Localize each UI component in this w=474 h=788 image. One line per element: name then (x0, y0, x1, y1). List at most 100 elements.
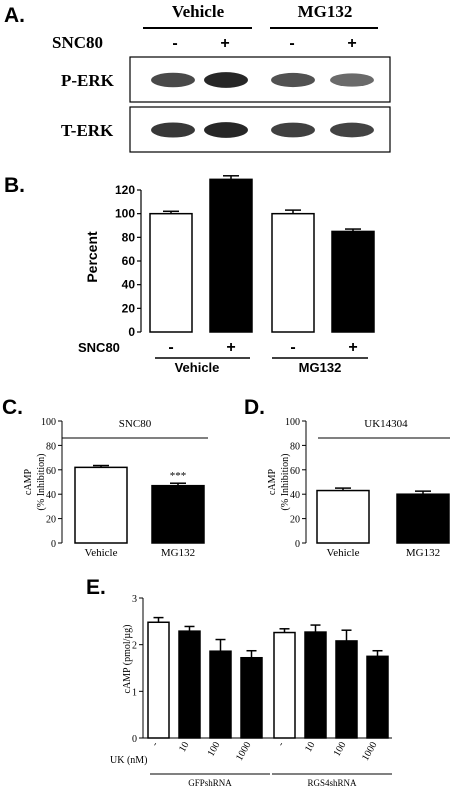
panel-b-treatment-label: SNC80 (78, 340, 120, 355)
panel-d-y-tick-label: 80 (290, 441, 300, 452)
panel-e: E. cAMP (pmol/µg) 0 1 2 3 - 10 100 1000 - 10 100 10… (86, 576, 392, 788)
panel-d: D. UK14304 cAMP (% Inhibition) 0 20 40 60 80… (244, 396, 450, 559)
panel-e-bar-2 (178, 630, 201, 739)
panel-b-sign-3: - (290, 339, 295, 356)
band-row-perk (151, 72, 374, 88)
panel-b-y-tick-label: 80 (122, 230, 136, 244)
blot-label-perk: P-ERK (61, 71, 115, 90)
panel-e-y-tick-label: 2 (132, 641, 137, 652)
panel-e-y-tick-label: 0 (132, 734, 137, 745)
panel-e-label: E. (86, 576, 106, 599)
band-row-terk (151, 122, 374, 138)
panel-e-bar-3 (209, 650, 232, 739)
band-p-erk-4 (330, 73, 374, 87)
panel-e-bar-4 (240, 656, 263, 739)
panel-d-y-tick-label: 100 (285, 417, 300, 428)
panel-d-y-tick-label: 40 (290, 490, 300, 501)
sign-1: - (172, 35, 177, 52)
panel-d-bar-2 (396, 493, 450, 544)
panel-c-y-tick-label: 60 (46, 466, 56, 477)
panel-c-category-2: MG132 (161, 547, 195, 559)
group-header-mg132: MG132 (298, 2, 353, 21)
panel-b-y-tick-label: 40 (122, 278, 136, 292)
panel-c-title: SNC80 (119, 418, 152, 430)
panel-e-bar-1 (147, 621, 170, 739)
panel-d-title: UK14304 (364, 418, 408, 430)
panel-e-dose-7: 100 (332, 740, 349, 758)
panel-c-bar-2 (151, 484, 205, 544)
panel-b-label: B. (4, 174, 25, 197)
panel-e-dose-1: - (149, 740, 160, 748)
panel-b-group-vehicle: Vehicle (175, 360, 220, 375)
panel-c: C. SNC80 cAMP (% Inhibition) 0 20 40 60 80 10… (2, 396, 208, 559)
panel-e-bar-6 (304, 631, 327, 739)
panel-e-dose-5: - (275, 740, 286, 748)
panel-b-y-tick-label: 120 (115, 183, 135, 197)
band-t-erk-4 (330, 122, 374, 138)
panel-a: A. Vehicle MG132 SNC80 - + - + P-ERK T-E… (4, 2, 391, 153)
panel-b-sign-4: + (348, 339, 357, 356)
panel-e-y-axis-label: cAMP (pmol/µg) (122, 625, 133, 694)
panel-e-dose-3: 100 (206, 740, 223, 758)
panel-e-group-rgs4: RGS4shRNA (307, 778, 357, 788)
panel-b-bar-1 (149, 212, 193, 333)
panel-d-chart: 0 20 40 60 80 100 Vehicle MG132 (285, 417, 450, 559)
panel-b-chart: 0 20 40 60 80 100 120 - + - + (115, 175, 375, 356)
panel-b-bar-3 (271, 212, 315, 333)
panel-b-group-mg132: MG132 (299, 360, 342, 375)
panel-e-y-tick-label: 3 (132, 594, 137, 605)
panel-b-y-tick-label: 60 (122, 254, 136, 268)
band-p-erk-1 (151, 72, 195, 88)
panel-d-bar-1 (316, 489, 370, 544)
panel-e-bar-7 (335, 640, 358, 739)
panel-d-label: D. (244, 396, 265, 419)
panel-b-y-axis-label: Percent (84, 231, 100, 283)
panel-b-y-tick-label: 0 (128, 325, 135, 339)
sign-2: + (220, 35, 229, 52)
panel-c-chart: 0 20 40 60 80 100 Vehicle MG132 *** (41, 417, 205, 559)
panel-e-bar-5 (273, 631, 296, 739)
panel-e-dose-2: 10 (177, 740, 192, 754)
panel-c-significance: *** (170, 470, 187, 482)
panel-b-bar-2 (209, 178, 253, 333)
panel-d-y-label-1: cAMP (267, 469, 278, 496)
panel-c-y-tick-label: 80 (46, 441, 56, 452)
panel-e-dose-6: 10 (303, 740, 318, 754)
panel-c-y-label-1: cAMP (23, 469, 34, 496)
panel-c-y-tick-label: 20 (46, 515, 56, 526)
panel-c-category-1: Vehicle (85, 547, 118, 559)
treatment-label: SNC80 (52, 33, 103, 52)
group-header-vehicle: Vehicle (172, 2, 225, 21)
sign-4: + (347, 35, 356, 52)
panel-c-y-tick-label: 40 (46, 490, 56, 501)
panel-a-label: A. (4, 4, 25, 27)
panel-c-y-tick-label: 100 (41, 417, 56, 428)
panel-e-group-gfp: GFPshRNA (188, 778, 232, 788)
panel-e-y-tick-label: 1 (132, 687, 137, 698)
panel-b-sign-1: - (168, 339, 173, 356)
panel-c-label: C. (2, 396, 23, 419)
panel-e-dose-4: 1000 (234, 740, 254, 763)
panel-e-dose-8: 1000 (360, 740, 380, 763)
panel-e-dose-label: UK (nM) (110, 755, 148, 766)
panel-d-y-tick-label: 0 (295, 539, 300, 550)
panel-b-y-tick-label: 100 (115, 207, 135, 221)
band-t-erk-3 (271, 122, 315, 138)
panel-d-y-tick-label: 20 (290, 515, 300, 526)
panel-b-bar-4 (331, 230, 375, 333)
blot-label-terk: T-ERK (61, 121, 114, 140)
panel-e-chart: 0 1 2 3 - 10 100 1000 - 10 100 1000 (132, 594, 392, 763)
panel-d-category-2: MG132 (406, 547, 440, 559)
band-p-erk-3 (271, 72, 315, 88)
panel-d-y-tick-label: 60 (290, 466, 300, 477)
panel-b-y-tick-label: 20 (122, 301, 136, 315)
panel-d-y-label-2: (% Inhibition) (280, 454, 291, 511)
panel-e-bar-8 (366, 655, 389, 739)
band-t-erk-2 (204, 122, 248, 138)
panel-c-y-label-2: (% Inhibition) (36, 454, 47, 511)
panel-b: B. Percent 0 20 40 60 80 100 120 - + - + SNC80 Veh… (4, 174, 375, 375)
panel-d-category-1: Vehicle (327, 547, 360, 559)
panel-b-sign-2: + (226, 339, 235, 356)
panel-c-y-tick-label: 0 (51, 539, 56, 550)
panel-c-bar-1 (74, 466, 128, 544)
